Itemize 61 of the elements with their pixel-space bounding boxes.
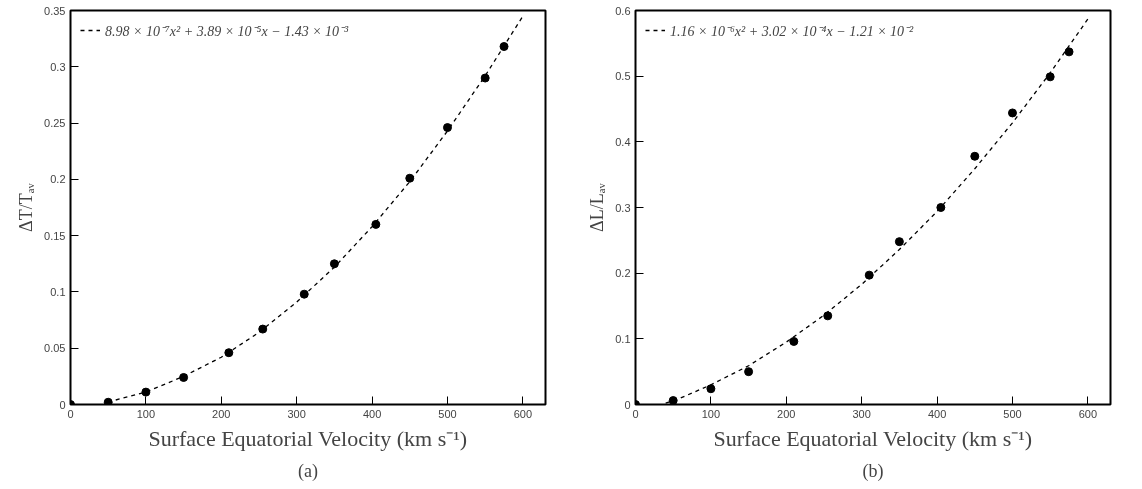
x-tick-label: 600 xyxy=(513,407,533,420)
point xyxy=(823,311,833,321)
point xyxy=(103,397,113,405)
point xyxy=(299,289,309,299)
point xyxy=(864,270,874,280)
x-axis-title: Surface Equatorial Velocity (km s⁻¹) xyxy=(148,425,468,451)
point xyxy=(405,173,415,183)
point xyxy=(894,237,904,247)
x-tick-label: 100 xyxy=(701,407,721,420)
x-axis-title: Surface Equatorial Velocity (km s⁻¹) xyxy=(713,425,1033,451)
y-axis-title: ΔL/Lₐᵥ xyxy=(587,182,608,232)
y-tick-label: 0 xyxy=(59,398,66,411)
y-tick-label: 0.2 xyxy=(615,267,631,280)
y-tick-label: 0.25 xyxy=(44,117,66,130)
y-tick-label: 0.5 xyxy=(615,70,631,83)
point xyxy=(744,367,754,377)
point xyxy=(1064,47,1074,57)
point xyxy=(442,123,452,133)
text: (b) xyxy=(862,460,884,482)
y-tick-label: 0.05 xyxy=(44,342,66,355)
legend-label: 1.16 × 10⁻⁶x² + 3.02 × 10⁻⁴x − 1.21 × 10⁻² xyxy=(670,22,914,40)
x-tick-label: 400 xyxy=(362,407,382,420)
point xyxy=(141,387,151,397)
y-tick-label: 0 xyxy=(624,398,631,411)
y-axis-title: ΔT/Tₐᵥ xyxy=(16,182,37,232)
point xyxy=(499,42,509,52)
x-tick-label: 300 xyxy=(287,407,306,420)
point xyxy=(258,324,268,334)
y-tick-label: 0.35 xyxy=(44,4,66,17)
point xyxy=(668,396,678,405)
x-tick-label: 500 xyxy=(438,407,457,420)
point xyxy=(179,372,189,382)
text: (a) xyxy=(298,460,318,482)
legend-label: 8.98 × 10⁻⁷x² + 3.89 × 10⁻⁵x − 1.43 × 10⁻³ xyxy=(105,22,349,40)
point xyxy=(936,203,946,212)
x-tick-label: 200 xyxy=(212,407,231,420)
y-tick-label: 0.1 xyxy=(615,332,631,345)
y-tick-label: 0.15 xyxy=(44,229,66,242)
y-tick-label: 0.6 xyxy=(615,4,631,17)
x-tick-label: 0 xyxy=(632,407,639,420)
point xyxy=(224,348,234,358)
y-tick-label: 0.2 xyxy=(50,173,66,186)
y-tick-label: 0.1 xyxy=(50,285,66,298)
x-tick-label: 500 xyxy=(1003,407,1022,420)
y-tick-label: 0.4 xyxy=(615,135,631,148)
point xyxy=(1045,72,1055,82)
x-tick-label: 0 xyxy=(67,407,74,420)
point xyxy=(480,73,490,83)
x-tick-label: 400 xyxy=(927,407,947,420)
x-tick-label: 100 xyxy=(136,407,156,420)
x-tick-label: 300 xyxy=(852,407,871,420)
point xyxy=(789,336,799,346)
point xyxy=(970,151,980,161)
point xyxy=(371,219,381,229)
x-tick-label: 600 xyxy=(1078,407,1098,420)
x-tick-label: 200 xyxy=(777,407,796,420)
y-tick-label: 0.3 xyxy=(615,201,631,214)
y-tick-label: 0.3 xyxy=(50,60,66,73)
point xyxy=(329,259,339,269)
point xyxy=(706,384,716,394)
point xyxy=(1007,108,1017,118)
